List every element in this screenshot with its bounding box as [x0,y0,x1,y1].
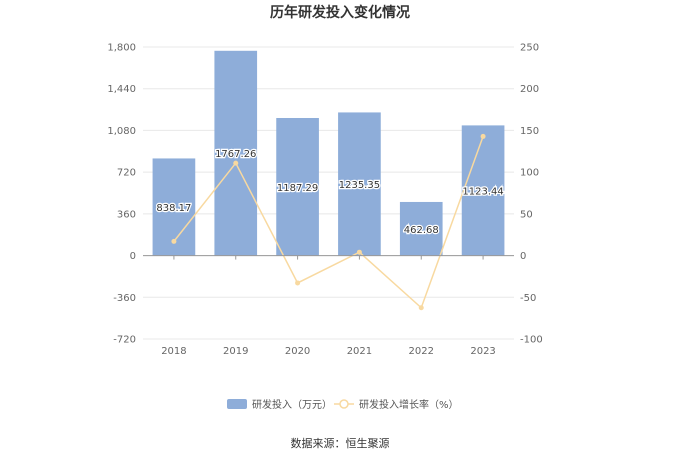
y-left-tick-label: -720 [113,335,136,346]
growth-rate-point [480,133,486,139]
growth-rate-point [356,249,362,255]
bar [214,50,258,256]
bar-value-label: 462.68 [404,225,439,236]
y-left-tick-label: 1,080 [107,126,136,137]
legend-line-label: 研发投入增长率（%） [359,398,459,411]
y-right-tick-label: 50 [520,209,533,220]
y-right-tick-label: -50 [520,293,536,304]
bar-value-label: 1767.26 [215,149,256,160]
x-tick-label: 2019 [223,346,248,357]
growth-rate-point [233,160,239,166]
chart-title: 历年研发投入变化情况 [270,4,410,21]
bar-value-label: 1187.29 [277,183,318,194]
y-left-tick-label: 720 [117,168,136,179]
y-right-tick-label: 200 [520,84,539,95]
bar [338,112,381,256]
legend[interactable]: 研发投入（万元） 研发投入增长率（%） [227,398,459,411]
y-left-tick-label: -360 [113,293,136,304]
x-tick-label: 2022 [409,346,434,357]
y-left-tick-label: 1,800 [107,43,136,54]
growth-rate-point [171,238,177,244]
bar-value-label: 1235.35 [339,180,380,191]
bar-series [152,50,505,256]
grid-lines [143,46,514,340]
x-tick-label: 2020 [285,346,310,357]
bar [399,201,443,256]
y-right-tick-label: -100 [520,335,543,346]
growth-rate-point [295,280,301,286]
x-tick-label: 2018 [161,346,186,357]
growth-rate-line [173,136,484,310]
y-right-tick-label: 250 [520,43,539,54]
legend-bar-label: 研发投入（万元） [252,398,332,411]
y-right-tick-label: 100 [520,168,539,179]
bar [276,117,319,256]
line-series [171,133,486,311]
bar-value-label: 1123.44 [462,186,503,197]
legend-line-marker [339,399,349,409]
growth-rate-point [418,305,424,311]
x-tick-label: 2021 [347,346,372,357]
y-left-tick-label: 1,440 [107,84,136,95]
bar-value-labels: 838.17 1767.26 1187.29 1235.35 462.68 1123.44 [155,148,505,237]
y-right-tick-label: 150 [520,126,539,137]
y-left-tick-label: 360 [117,209,136,220]
y-left-tick-label: 0 [130,251,136,262]
source-note: 数据来源：恒生聚源 [291,436,390,450]
legend-bar-swatch [227,399,247,409]
axes: 1,800 1,440 1,080 720 360 0 -360 -720 250 200 150 1… [107,43,542,358]
x-tick-label: 2023 [470,346,495,357]
y-right-tick-label: 0 [520,251,526,262]
bar [461,125,505,256]
bar-value-label: 838.17 [156,203,191,214]
